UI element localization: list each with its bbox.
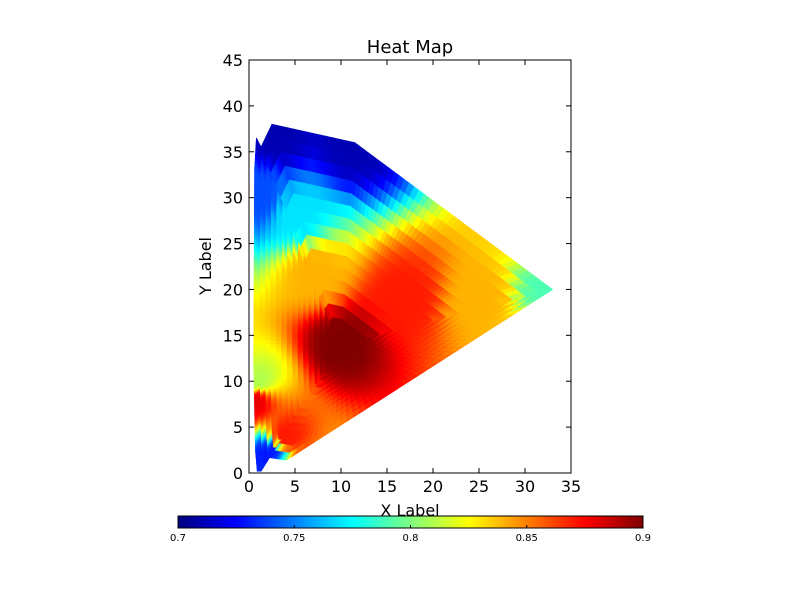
- heat-field: [253, 123, 554, 473]
- chart-title: Heat Map: [367, 37, 453, 58]
